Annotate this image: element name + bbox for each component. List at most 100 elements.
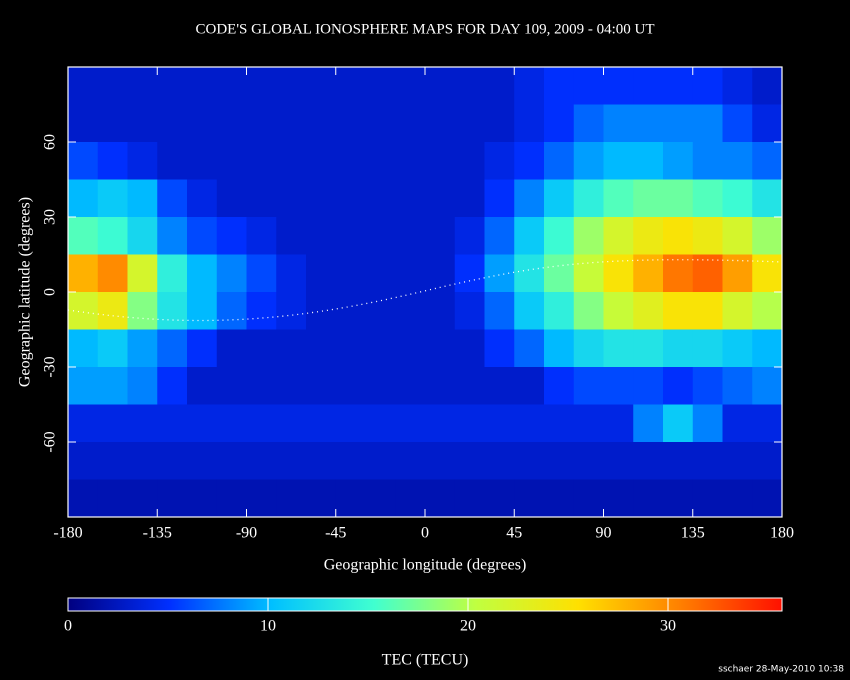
tec-cell bbox=[514, 142, 545, 180]
tec-cell bbox=[663, 367, 694, 405]
tec-cell bbox=[335, 104, 366, 143]
tec-cell bbox=[68, 179, 99, 218]
tec-cell bbox=[187, 442, 218, 480]
tec-cell bbox=[752, 367, 783, 405]
tec-cell bbox=[246, 479, 277, 518]
tec-cell bbox=[573, 367, 604, 405]
tec-cell bbox=[395, 292, 426, 330]
tec-cell bbox=[514, 254, 545, 293]
tec-cell bbox=[663, 292, 694, 330]
tec-cell bbox=[246, 179, 277, 218]
tec-cell bbox=[544, 104, 575, 143]
tec-cell bbox=[514, 217, 545, 255]
tec-cell bbox=[544, 442, 575, 480]
tec-cell bbox=[663, 142, 694, 180]
tec-cell bbox=[603, 217, 634, 255]
tec-cell bbox=[573, 67, 604, 105]
tec-cell bbox=[573, 442, 604, 480]
footer: sschaer 28-May-2010 10:38 bbox=[718, 665, 844, 675]
tec-cell bbox=[454, 254, 485, 293]
x-tick-label: -135 bbox=[143, 525, 172, 542]
colorbar-tick-label: 20 bbox=[460, 618, 476, 635]
tec-cell bbox=[68, 367, 99, 405]
tec-cell bbox=[395, 479, 426, 518]
tec-cell bbox=[365, 404, 396, 443]
tec-cell bbox=[425, 367, 456, 405]
tec-cell bbox=[276, 254, 307, 293]
tec-cell bbox=[484, 329, 515, 368]
tec-cell bbox=[395, 179, 426, 218]
tec-cell bbox=[276, 104, 307, 143]
tec-cell bbox=[97, 442, 128, 480]
tec-cell bbox=[127, 254, 158, 293]
tec-cell bbox=[484, 104, 515, 143]
tec-cell bbox=[97, 217, 128, 255]
tec-cell bbox=[246, 367, 277, 405]
tec-cell bbox=[365, 479, 396, 518]
tec-cell bbox=[306, 67, 337, 105]
tec-cell bbox=[633, 329, 664, 368]
tec-cell bbox=[157, 367, 188, 405]
y-tick-label: -30 bbox=[42, 356, 59, 377]
tec-cell bbox=[663, 254, 694, 293]
tec-cell bbox=[216, 329, 247, 368]
tec-cell bbox=[127, 367, 158, 405]
tec-cell bbox=[157, 179, 188, 218]
tec-cell bbox=[97, 404, 128, 443]
tec-cell bbox=[306, 142, 337, 180]
tec-cell bbox=[97, 479, 128, 518]
tec-cell bbox=[454, 179, 485, 218]
tec-cell bbox=[276, 142, 307, 180]
tec-cell bbox=[722, 329, 753, 368]
tec-cell bbox=[246, 104, 277, 143]
tec-cell bbox=[454, 404, 485, 443]
tec-cell bbox=[514, 104, 545, 143]
tec-cell bbox=[573, 292, 604, 330]
tec-cell bbox=[187, 329, 218, 368]
tec-cell bbox=[425, 217, 456, 255]
tec-cell bbox=[335, 217, 366, 255]
tec-cell bbox=[425, 329, 456, 368]
tec-cell bbox=[544, 217, 575, 255]
tec-cell bbox=[603, 367, 634, 405]
tec-cell bbox=[573, 179, 604, 218]
tec-cell bbox=[365, 329, 396, 368]
tec-cell bbox=[157, 442, 188, 480]
tec-cell bbox=[633, 217, 664, 255]
tec-cell bbox=[722, 142, 753, 180]
tec-cell bbox=[335, 404, 366, 443]
tec-cell bbox=[425, 67, 456, 105]
tec-cell bbox=[187, 217, 218, 255]
tec-cell bbox=[752, 404, 783, 443]
tec-cell bbox=[306, 217, 337, 255]
tec-cell bbox=[157, 254, 188, 293]
tec-cell bbox=[97, 104, 128, 143]
tec-cell bbox=[395, 217, 426, 255]
tec-cell bbox=[722, 179, 753, 218]
tec-cell bbox=[246, 329, 277, 368]
tec-cell bbox=[335, 179, 366, 218]
tec-cell bbox=[573, 479, 604, 518]
tec-cell bbox=[157, 329, 188, 368]
tec-cell bbox=[752, 179, 783, 218]
tec-cell bbox=[216, 404, 247, 443]
tec-cell bbox=[187, 254, 218, 293]
tec-cell bbox=[246, 292, 277, 330]
tec-cell bbox=[187, 404, 218, 443]
tec-cell bbox=[306, 254, 337, 293]
tec-cell bbox=[633, 179, 664, 218]
tec-cell bbox=[603, 479, 634, 518]
tec-cell bbox=[752, 479, 783, 518]
tec-cell bbox=[633, 479, 664, 518]
tec-cell bbox=[216, 442, 247, 480]
tec-cell bbox=[722, 217, 753, 255]
tec-cell bbox=[395, 404, 426, 443]
tec-cell bbox=[395, 367, 426, 405]
tec-cell bbox=[692, 179, 723, 218]
tec-cell bbox=[692, 142, 723, 180]
tec-cell bbox=[68, 217, 99, 255]
tec-cell bbox=[544, 254, 575, 293]
tec-cell bbox=[365, 179, 396, 218]
x-tick-label: -180 bbox=[53, 525, 82, 542]
tec-cell bbox=[663, 442, 694, 480]
